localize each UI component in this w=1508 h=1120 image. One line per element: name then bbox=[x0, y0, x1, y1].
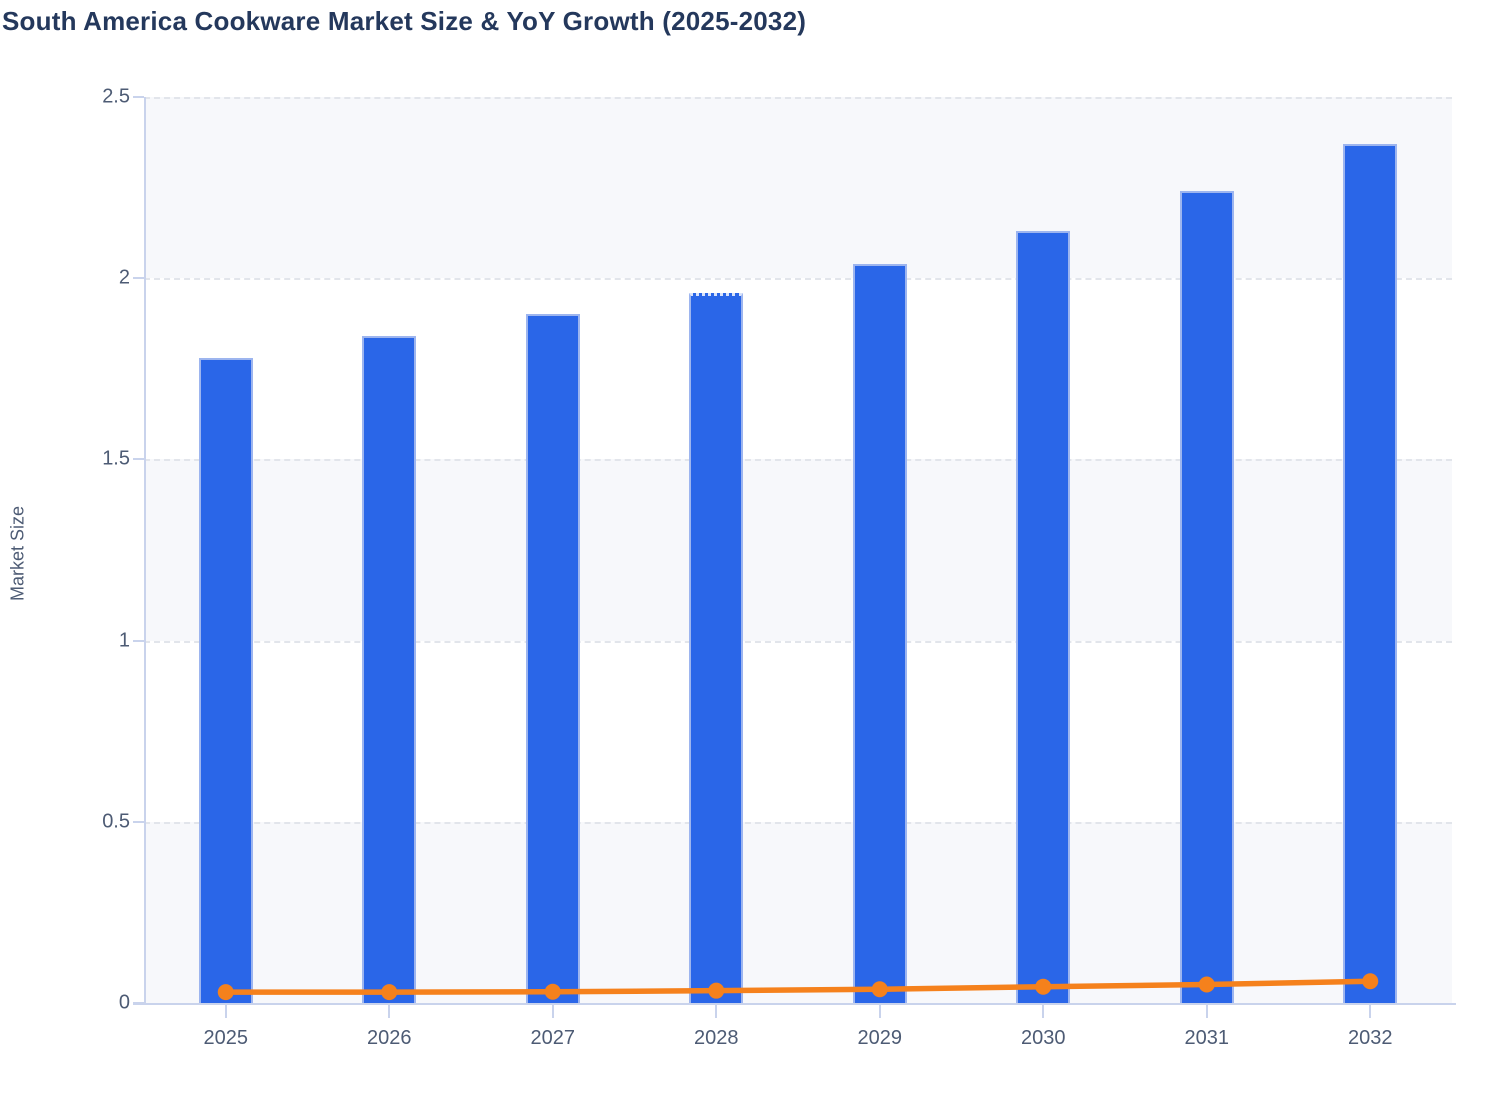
y-tick-label: 2 bbox=[118, 266, 130, 289]
y-tick-mark bbox=[133, 820, 144, 823]
yoy-point-2031[interactable] bbox=[1198, 976, 1215, 993]
yoy-point-2028[interactable] bbox=[708, 982, 725, 999]
yoy-growth-line bbox=[223, 978, 1373, 995]
yoy-point-2026[interactable] bbox=[381, 984, 398, 1001]
x-tick-mark bbox=[1205, 1004, 1208, 1018]
y-axis-title: Market Size bbox=[7, 505, 28, 602]
y-tick-mark bbox=[133, 1002, 144, 1004]
bar-2025[interactable] bbox=[198, 357, 253, 1003]
gridline bbox=[144, 97, 1452, 99]
x-tick-label-2028: 2028 bbox=[694, 1027, 739, 1049]
y-tick-label: 1.5 bbox=[102, 447, 130, 470]
yoy-growth-line-layer bbox=[217, 973, 1379, 1001]
chart-title: South America Cookware Market Size & YoY… bbox=[2, 6, 807, 36]
x-tick-mark bbox=[1369, 1004, 1372, 1018]
x-axis-line bbox=[133, 1003, 1456, 1005]
background-band bbox=[144, 97, 1452, 279]
background-band bbox=[144, 278, 1452, 460]
y-tick-mark bbox=[133, 458, 144, 461]
y-tick-label: 0 bbox=[118, 991, 130, 1014]
y-tick-mark bbox=[133, 639, 144, 642]
bar-2028[interactable] bbox=[689, 292, 744, 1003]
yoy-point-2029[interactable] bbox=[871, 981, 888, 998]
gridline bbox=[144, 821, 1452, 824]
yoy-point-2025[interactable] bbox=[217, 984, 234, 1001]
x-tick-label-2030: 2030 bbox=[1021, 1027, 1066, 1049]
background-band bbox=[144, 640, 1452, 822]
yoy-point-2032[interactable] bbox=[1362, 973, 1379, 990]
x-tick-label-2027: 2027 bbox=[530, 1027, 576, 1049]
y-tick-label: 1 bbox=[118, 629, 130, 652]
background-band bbox=[144, 821, 1452, 1003]
yoy-point-2030[interactable] bbox=[1035, 978, 1052, 995]
plot-area bbox=[144, 97, 1452, 1003]
x-tick-mark bbox=[551, 1004, 554, 1018]
bar-2031[interactable] bbox=[1179, 191, 1234, 1003]
gridline bbox=[144, 278, 1452, 281]
y-axis-line bbox=[144, 97, 146, 1003]
background-band bbox=[144, 459, 1452, 641]
x-tick-label-2029: 2029 bbox=[857, 1027, 903, 1049]
gridline bbox=[144, 459, 1452, 462]
bar-2030[interactable] bbox=[1016, 231, 1071, 1003]
x-tick-label-2031: 2031 bbox=[1184, 1027, 1230, 1049]
bar-2029[interactable] bbox=[852, 263, 907, 1003]
x-tick-mark bbox=[388, 1004, 391, 1018]
y-tick-mark bbox=[133, 277, 144, 280]
x-tick-mark bbox=[224, 1004, 227, 1018]
x-tick-label-2025: 2025 bbox=[203, 1027, 249, 1049]
y-tick-label: 0.5 bbox=[102, 810, 130, 833]
x-tick-label-2032: 2032 bbox=[1348, 1027, 1393, 1049]
bar-2032[interactable] bbox=[1343, 144, 1398, 1003]
y-tick-label: 2.5 bbox=[102, 85, 130, 108]
bar-2026[interactable] bbox=[362, 336, 417, 1003]
bar-2027[interactable] bbox=[525, 314, 580, 1003]
x-tick-mark bbox=[1042, 1004, 1045, 1018]
yoy-point-2027[interactable] bbox=[544, 983, 561, 1000]
y-tick-mark bbox=[133, 96, 144, 98]
gridline bbox=[144, 640, 1452, 643]
x-tick-mark bbox=[715, 1004, 718, 1018]
x-tick-label-2026: 2026 bbox=[367, 1027, 412, 1049]
x-tick-mark bbox=[878, 1004, 881, 1018]
